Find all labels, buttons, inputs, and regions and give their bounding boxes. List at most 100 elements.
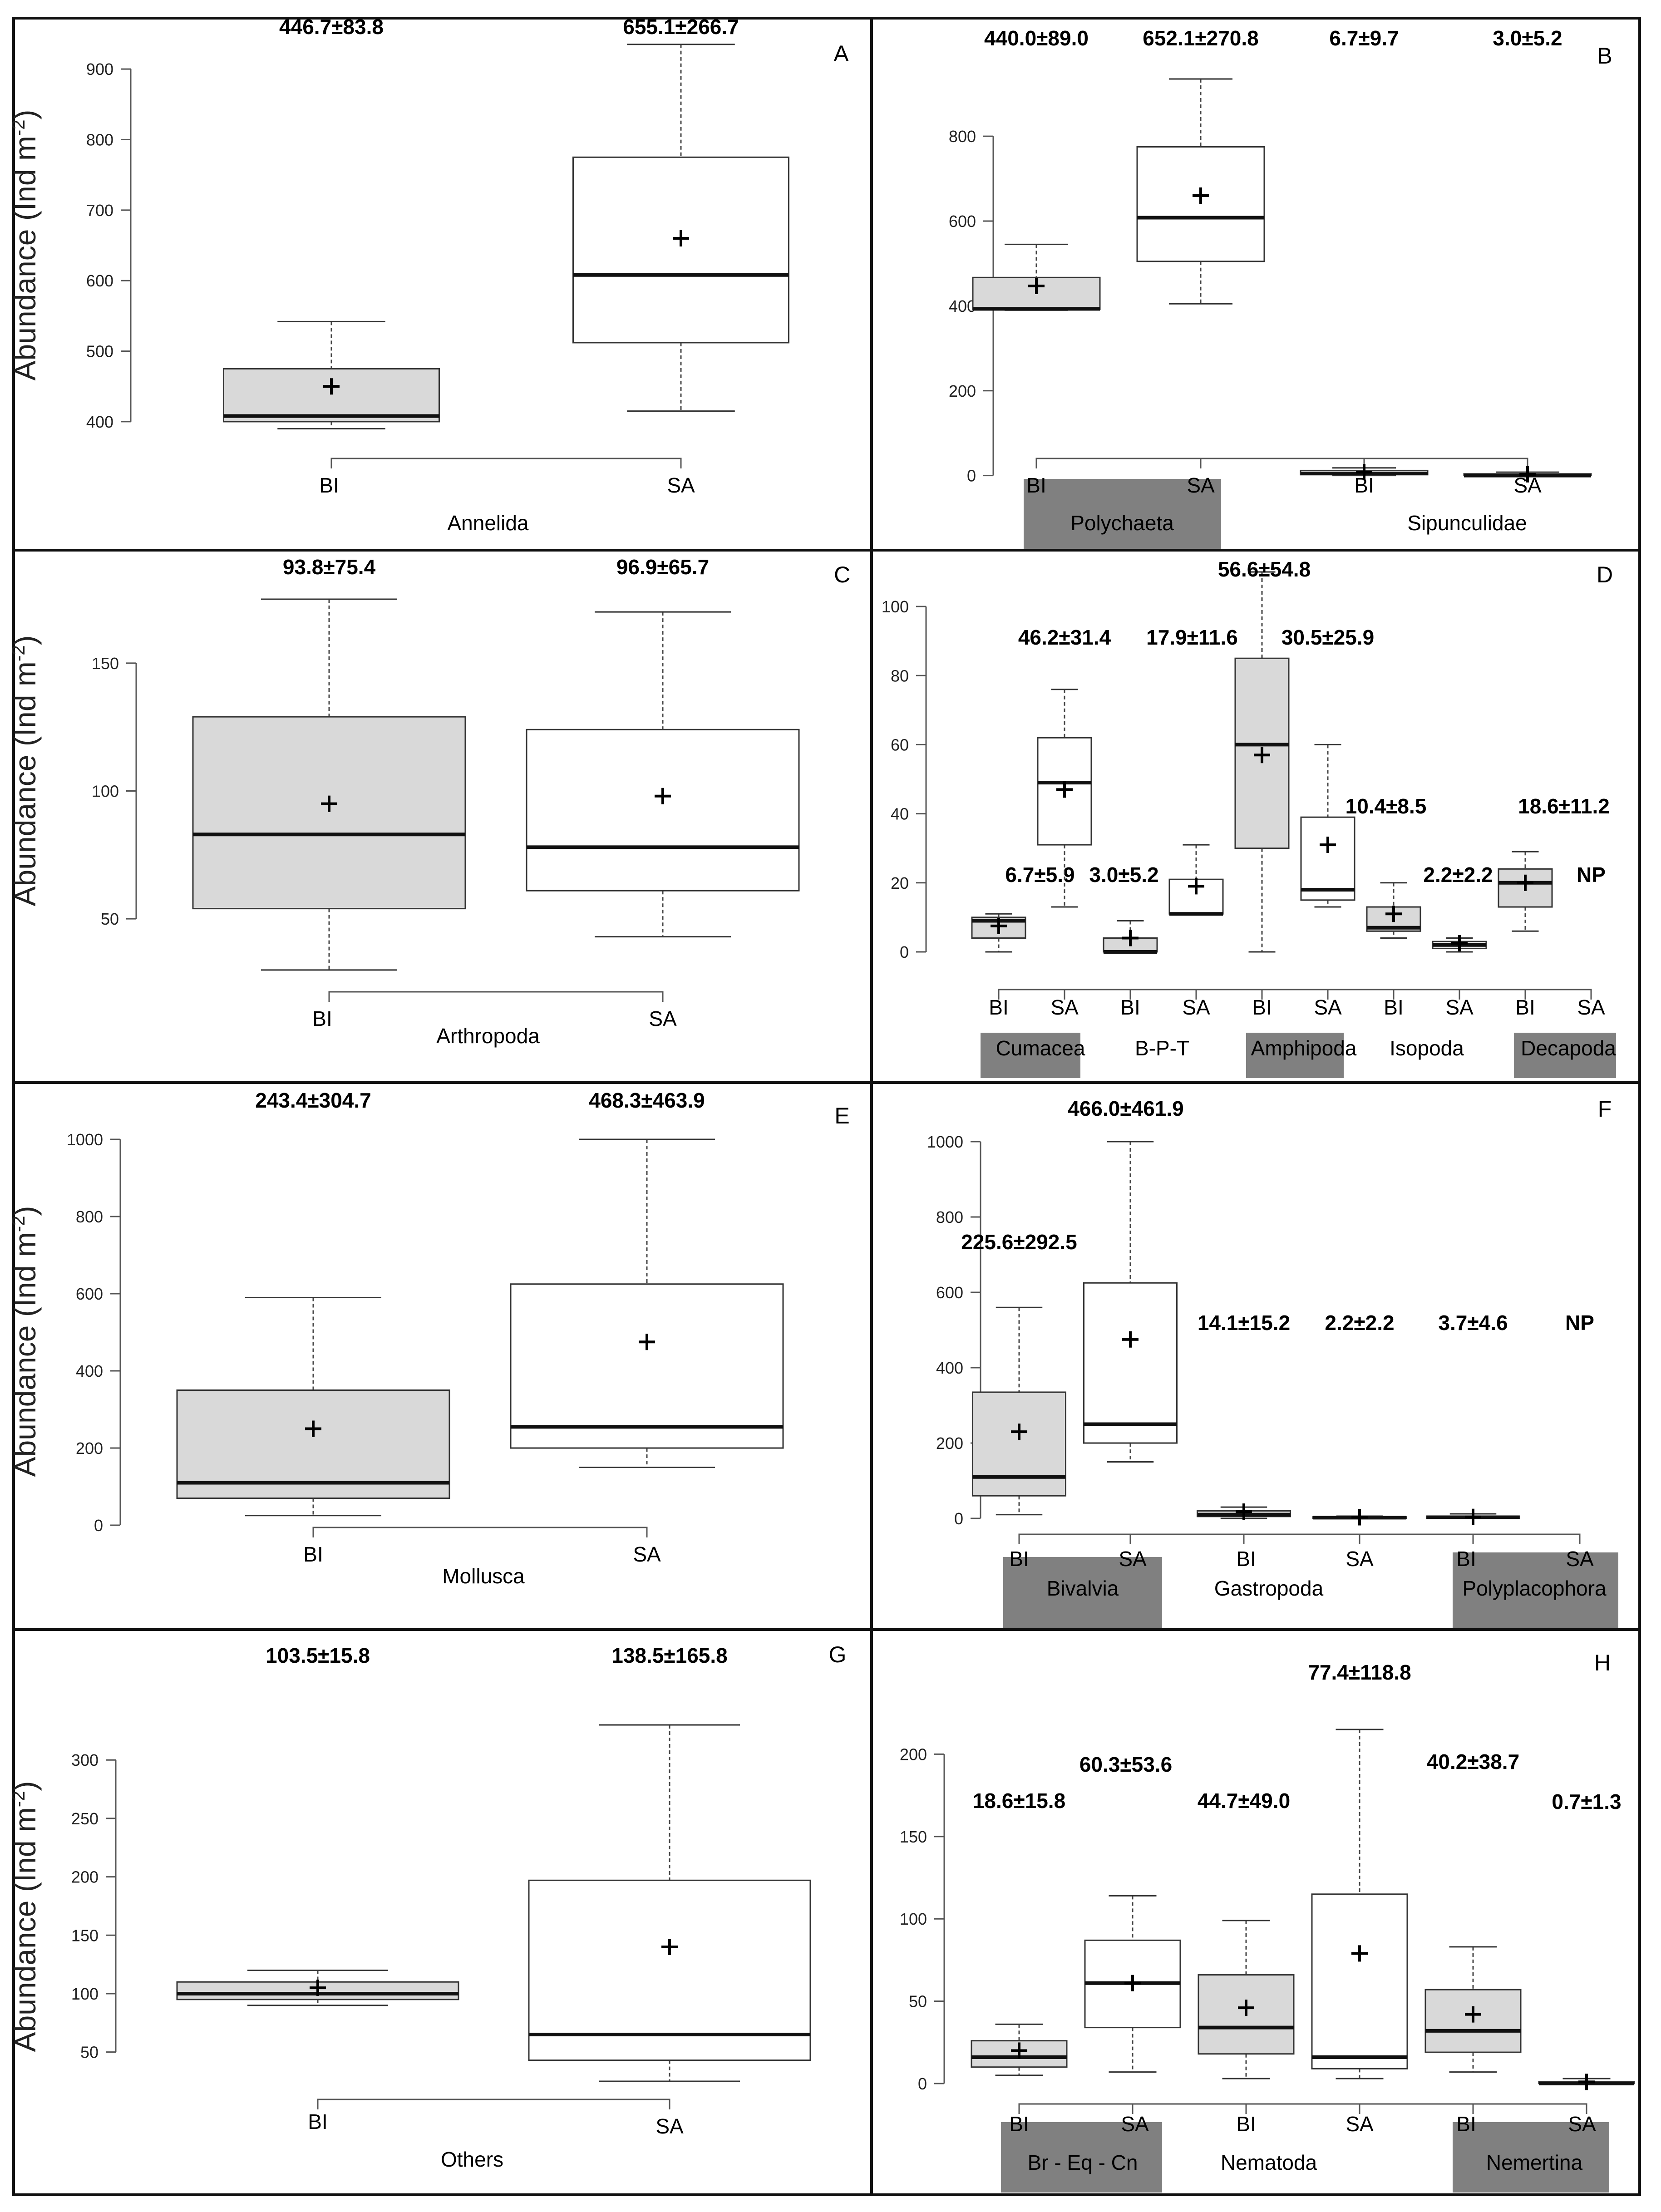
y-tick-label: 400	[949, 297, 976, 315]
y-tick-label: 100	[900, 1910, 927, 1928]
y-tick-label: 700	[86, 201, 113, 220]
mean-sd-label: 3.0±5.2	[1493, 26, 1562, 50]
mean-sd-label: 14.1±15.2	[1198, 1311, 1290, 1335]
mean-sd-label: 468.3±463.9	[589, 1089, 705, 1112]
box-bi: 3.0±5.2 BI	[1089, 863, 1158, 1019]
box-sa: 468.3±463.9 SA	[510, 1089, 784, 1566]
mean-sd-label: 655.1±266.7	[623, 15, 739, 39]
mean-sd-label: 466.0±461.9	[1068, 1097, 1183, 1120]
y-tick-label: 100	[882, 597, 909, 616]
mean-sd-label: 6.7±5.9	[1005, 863, 1074, 887]
group-label-background	[1453, 1552, 1618, 1630]
group-label-background	[1453, 2122, 1609, 2192]
y-tick-label: 200	[936, 1434, 963, 1453]
y-tick-label: 200	[949, 382, 976, 400]
category-label: SA	[1182, 995, 1210, 1019]
y-tick-label: 100	[71, 1985, 99, 2003]
mean-sd-label: NP	[1577, 863, 1606, 887]
category-label: BI	[303, 1542, 323, 1566]
mean-sd-label: 2.2±2.2	[1325, 1311, 1394, 1335]
y-tick-label: 150	[71, 1926, 99, 1945]
y-tick-label: 0	[918, 2074, 927, 2093]
y-axis-title-close: )	[8, 110, 42, 120]
y-tick-label: 800	[86, 131, 113, 149]
y-axis-title-close: )	[8, 1781, 42, 1791]
y-tick-label: 600	[86, 271, 113, 290]
category-label: SA	[1121, 2112, 1149, 2136]
iqr-box	[1083, 1282, 1178, 1444]
category-label: BI	[308, 2110, 327, 2133]
y-axis-title-text: Abundance (Ind m	[8, 136, 42, 380]
mean-sd-label: 103.5±15.8	[266, 1644, 370, 1667]
y-axis-title-text: Abundance (Ind m	[8, 661, 42, 906]
group-label: Amphipoda	[1251, 1036, 1357, 1060]
y-tick-label: 250	[71, 1809, 99, 1828]
category-label: BI	[989, 995, 1008, 1019]
group-label-background	[1514, 1033, 1616, 1078]
mean-sd-label: 18.6±15.8	[973, 1789, 1065, 1813]
y-axis-title-superscript: -2	[9, 1791, 29, 1808]
box-bi: 10.4±8.5 BI	[1346, 794, 1427, 1019]
box-sa: 466.0±461.9 SA	[1068, 1097, 1183, 1571]
iqr-box	[1300, 816, 1355, 901]
mean-sd-label: 0.7±1.3	[1552, 1790, 1621, 1813]
iqr-box	[176, 1389, 450, 1499]
y-tick-label: 600	[949, 212, 976, 231]
y-tick-label: 200	[71, 1868, 99, 1887]
category-label: SA	[656, 2114, 684, 2138]
box-bi: 446.7±83.8 BI	[223, 15, 440, 497]
y-tick-label: 0	[954, 1509, 963, 1528]
category-label: BI	[312, 1007, 332, 1030]
box-sa: 60.3±53.6 SA	[1079, 1753, 1181, 2136]
mean-sd-label: 225.6±292.5	[961, 1230, 1077, 1254]
box-bi: 56.6±54.8 BI	[1218, 557, 1311, 1019]
y-tick-label: 800	[949, 127, 976, 146]
y-tick-label: 500	[86, 342, 113, 361]
iqr-box	[223, 368, 440, 423]
y-tick-label: 1000	[67, 1130, 103, 1149]
mean-sd-label: 2.2±2.2	[1423, 863, 1493, 887]
mean-sd-label: 3.7±4.6	[1438, 1311, 1508, 1335]
panel-b: 0 200 400 600 800 440.0±89.0 BI 652.1±270.8 SA 6.…	[870, 17, 1641, 552]
y-tick-label: 800	[936, 1208, 963, 1227]
box-sa: 652.1±270.8 SA	[1136, 26, 1265, 497]
box-sa: 2.2±2.2 SA	[1312, 1311, 1407, 1571]
y-tick-label: 400	[76, 1362, 103, 1380]
group-label: Arthropoda	[436, 1024, 540, 1048]
y-tick-label: 150	[900, 1828, 927, 1846]
iqr-box	[510, 1283, 784, 1449]
y-tick-label: 50	[80, 2043, 99, 2062]
category-label: SA	[1568, 2112, 1596, 2136]
mean-sd-label: 10.4±8.5	[1346, 794, 1427, 818]
group-label: B-P-T	[1135, 1036, 1189, 1060]
y-axis-title-superscript: -2	[9, 1216, 29, 1232]
mean-sd-label: 18.6±11.2	[1518, 794, 1610, 818]
category-label: BI	[1009, 2112, 1029, 2136]
y-tick-label: 400	[86, 413, 113, 431]
group-label-background	[981, 1033, 1080, 1078]
panel-letter: C	[834, 562, 850, 587]
iqr-box	[192, 716, 466, 910]
iqr-box	[526, 729, 800, 892]
box-bi: 18.6±15.8 BI	[971, 1789, 1068, 2136]
y-axis-title: Abundance (Ind m-2)	[8, 110, 42, 381]
y-axis-title-superscript: -2	[9, 645, 29, 662]
y-tick-label: 100	[92, 782, 119, 801]
group-label: Polyplacophora	[1462, 1576, 1607, 1600]
y-axis-title: Abundance (Ind m-2)	[8, 1781, 42, 2052]
mean-sd-label: 3.0±5.2	[1089, 863, 1158, 887]
category-label: BI	[1354, 473, 1374, 497]
box-sa: 0.7±1.3 SA	[1538, 1790, 1635, 2136]
box-sa: 2.2±2.2 SA	[1423, 863, 1493, 1019]
category-label: BI	[1236, 2112, 1256, 2136]
y-tick-label: 50	[101, 910, 119, 928]
group-label: Annelida	[447, 511, 528, 535]
category-label: BI	[1456, 1547, 1476, 1571]
panel-g: 50 100 150 200 250 300 Abundance (Ind m-2) 103.…	[8, 1628, 873, 2196]
box-sa: 30.5±25.9 SA	[1281, 626, 1374, 1019]
mean-sd-label: 96.9±65.7	[616, 555, 709, 579]
panel-letter: D	[1597, 562, 1613, 587]
category-label: SA	[1346, 1547, 1374, 1571]
panel-letter: G	[829, 1642, 847, 1667]
group-label: Br - Eq - Cn	[1028, 2151, 1138, 2174]
